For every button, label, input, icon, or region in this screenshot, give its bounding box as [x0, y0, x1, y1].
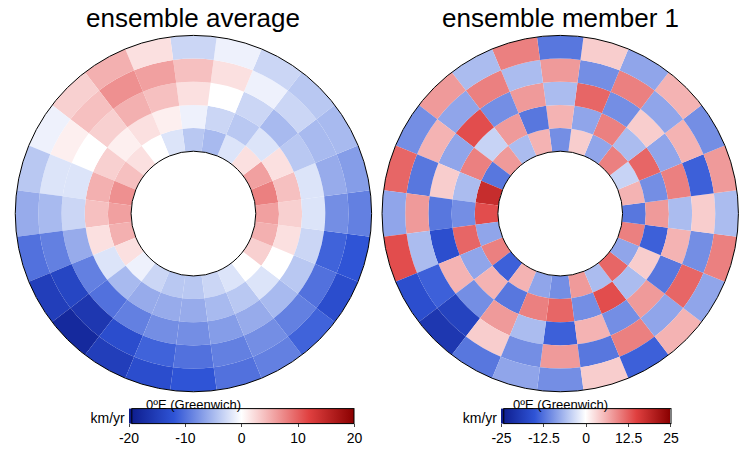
svg-text:km/yr: km/yr — [91, 410, 126, 426]
svg-text:ensemble member 1: ensemble member 1 — [442, 3, 679, 33]
svg-text:0ºE (Greenwich): 0ºE (Greenwich) — [513, 397, 608, 412]
svg-text:-20: -20 — [119, 430, 139, 446]
svg-text:km/yr: km/yr — [463, 410, 498, 426]
svg-text:-25: -25 — [491, 430, 511, 446]
svg-text:-10: -10 — [175, 430, 195, 446]
svg-text:20: 20 — [347, 430, 363, 446]
svg-text:-12.5: -12.5 — [528, 430, 560, 446]
svg-text:0: 0 — [582, 430, 590, 446]
svg-text:ensemble average: ensemble average — [86, 3, 300, 33]
svg-text:25: 25 — [663, 430, 679, 446]
svg-text:12.5: 12.5 — [615, 430, 642, 446]
svg-text:0: 0 — [238, 430, 246, 446]
svg-text:0ºE (Greenwich): 0ºE (Greenwich) — [146, 397, 241, 412]
svg-text:10: 10 — [290, 430, 306, 446]
